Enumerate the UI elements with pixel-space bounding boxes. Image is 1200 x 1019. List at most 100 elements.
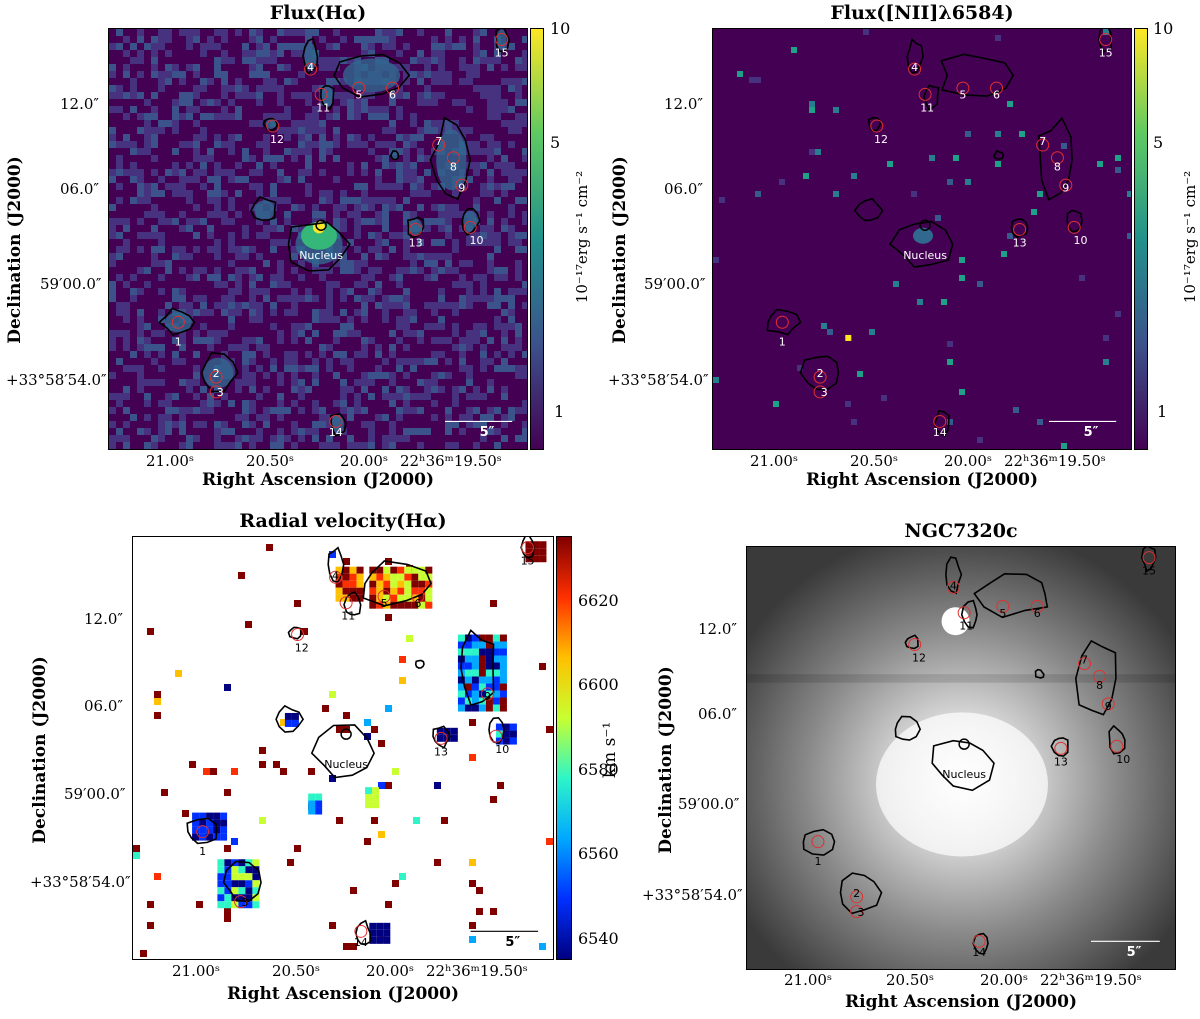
- pixel: [522, 246, 527, 253]
- pixel: [221, 57, 228, 64]
- pixel: [224, 684, 231, 691]
- pixel: [193, 29, 200, 36]
- pixel: [214, 330, 221, 337]
- pixel: [277, 239, 284, 246]
- pixel: [137, 372, 144, 379]
- pixel: [333, 218, 340, 225]
- pixel: [151, 190, 158, 197]
- pixel: [221, 85, 228, 92]
- pixel: [375, 365, 382, 372]
- pixel: [137, 197, 144, 204]
- pixel: [179, 428, 186, 435]
- pixel: [256, 428, 263, 435]
- pixel: [368, 232, 375, 239]
- pixel: [431, 127, 438, 134]
- pixel: [466, 176, 473, 183]
- pixel: [333, 449, 340, 450]
- pixel: [340, 351, 347, 358]
- pixel: [179, 330, 186, 337]
- pixel: [326, 442, 333, 449]
- pixel: [396, 295, 403, 302]
- pixel: [263, 414, 270, 421]
- region-label: 7: [435, 135, 442, 148]
- region-label: 13: [1054, 755, 1068, 768]
- velocity-pixel: [471, 648, 479, 656]
- pixel: [476, 908, 483, 915]
- pixel: [130, 197, 137, 204]
- y-tick: 59′00.0″: [644, 275, 706, 293]
- pixel: [221, 141, 228, 148]
- pixel: [259, 817, 266, 824]
- pixel: [172, 127, 179, 134]
- pixel: [396, 302, 403, 309]
- pixel: [277, 155, 284, 162]
- velocity-pixel: [365, 801, 373, 809]
- pixel: [298, 225, 305, 232]
- pixel: [396, 337, 403, 344]
- pixel: [291, 50, 298, 57]
- pixel: [228, 260, 235, 267]
- pixel: [109, 43, 116, 50]
- velocity-pixel: [192, 812, 200, 820]
- pixel: [221, 78, 228, 85]
- velocity-pixel: [199, 833, 207, 841]
- pixel: [123, 169, 130, 176]
- pixel: [200, 421, 207, 428]
- pixel: [270, 183, 277, 190]
- pixel: [340, 323, 347, 330]
- pixel: [487, 92, 494, 99]
- pixel: [522, 120, 527, 127]
- pixel: [130, 365, 137, 372]
- velocity-pixel: [335, 566, 343, 574]
- pixel: [130, 274, 137, 281]
- pixel: [501, 225, 508, 232]
- pixel: [214, 169, 221, 176]
- pixel: [452, 127, 459, 134]
- velocity-pixel: [485, 683, 493, 691]
- contour-line: [355, 919, 372, 946]
- pixel: [417, 428, 424, 435]
- pixel: [186, 386, 193, 393]
- velocity-pixel: [478, 662, 486, 670]
- pixel: [399, 873, 406, 880]
- pixel: [249, 316, 256, 323]
- pixel: [417, 358, 424, 365]
- pixel: [382, 162, 389, 169]
- pixel: [242, 43, 249, 50]
- velocity-pixel: [390, 580, 398, 588]
- aperture-circle: [996, 599, 1010, 613]
- pixel: [158, 190, 165, 197]
- pixel: [214, 239, 221, 246]
- pixel: [116, 400, 123, 407]
- pixel: [431, 386, 438, 393]
- pixel: [749, 77, 755, 83]
- pixel: [186, 43, 193, 50]
- pixel: [438, 78, 445, 85]
- pixel: [305, 162, 312, 169]
- pixel: [508, 344, 515, 351]
- pixel: [863, 29, 869, 35]
- pixel: [242, 176, 249, 183]
- pixel: [298, 295, 305, 302]
- pixel: [333, 29, 340, 36]
- pixel: [179, 379, 186, 386]
- aperture-circle: [463, 220, 477, 234]
- pixel: [480, 92, 487, 99]
- pixel: [284, 358, 291, 365]
- aperture-circle: [813, 385, 827, 399]
- velocity-pixel: [376, 594, 384, 602]
- pixel: [368, 246, 375, 253]
- pixel: [249, 442, 256, 449]
- pixel: [396, 323, 403, 330]
- pixel: [214, 162, 221, 169]
- pixel: [228, 302, 235, 309]
- pixel: [130, 92, 137, 99]
- velocity-pixel: [397, 594, 405, 602]
- region-label: 6: [1034, 607, 1041, 620]
- pixel: [713, 257, 719, 263]
- pixel: [193, 372, 200, 379]
- pixel: [312, 316, 319, 323]
- pixel: [179, 302, 186, 309]
- pixel: [473, 85, 480, 92]
- pixel: [249, 71, 256, 78]
